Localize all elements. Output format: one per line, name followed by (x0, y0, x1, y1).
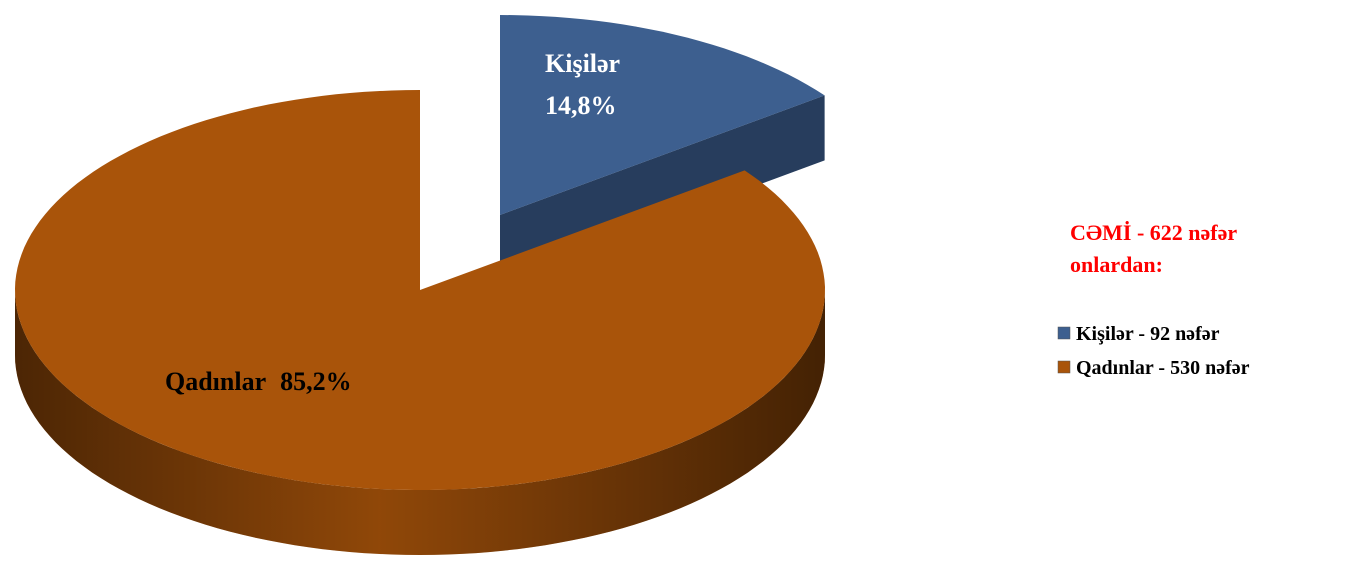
legend-swatch (1057, 360, 1071, 374)
slice-label-group: Qadınlar 85,2% (165, 367, 352, 396)
pie: Kişilər 14,8% Qadınlar 85,2% (15, 15, 825, 555)
slice-top (15, 90, 825, 490)
slice-side-shade (15, 290, 825, 555)
slice-value-label: 85,2% (280, 367, 352, 396)
slice-label: Qadınlar (165, 367, 266, 396)
sub-annotation: onlardan: (1070, 252, 1163, 277)
legend: Kişilər - 92 nəfər Qadınlar - 530 nəfər (1057, 323, 1250, 379)
legend-label: Qadınlar - 530 nəfər (1076, 357, 1250, 379)
legend-swatch (1057, 326, 1071, 340)
slice-label: Kişilər (545, 49, 620, 78)
total-annotation: CƏMİ - 622 nəfər (1070, 220, 1237, 245)
legend-label: Kişilər - 92 nəfər (1076, 323, 1220, 345)
slice-top (500, 15, 825, 215)
slice-value-label: 14,8% (545, 91, 617, 120)
